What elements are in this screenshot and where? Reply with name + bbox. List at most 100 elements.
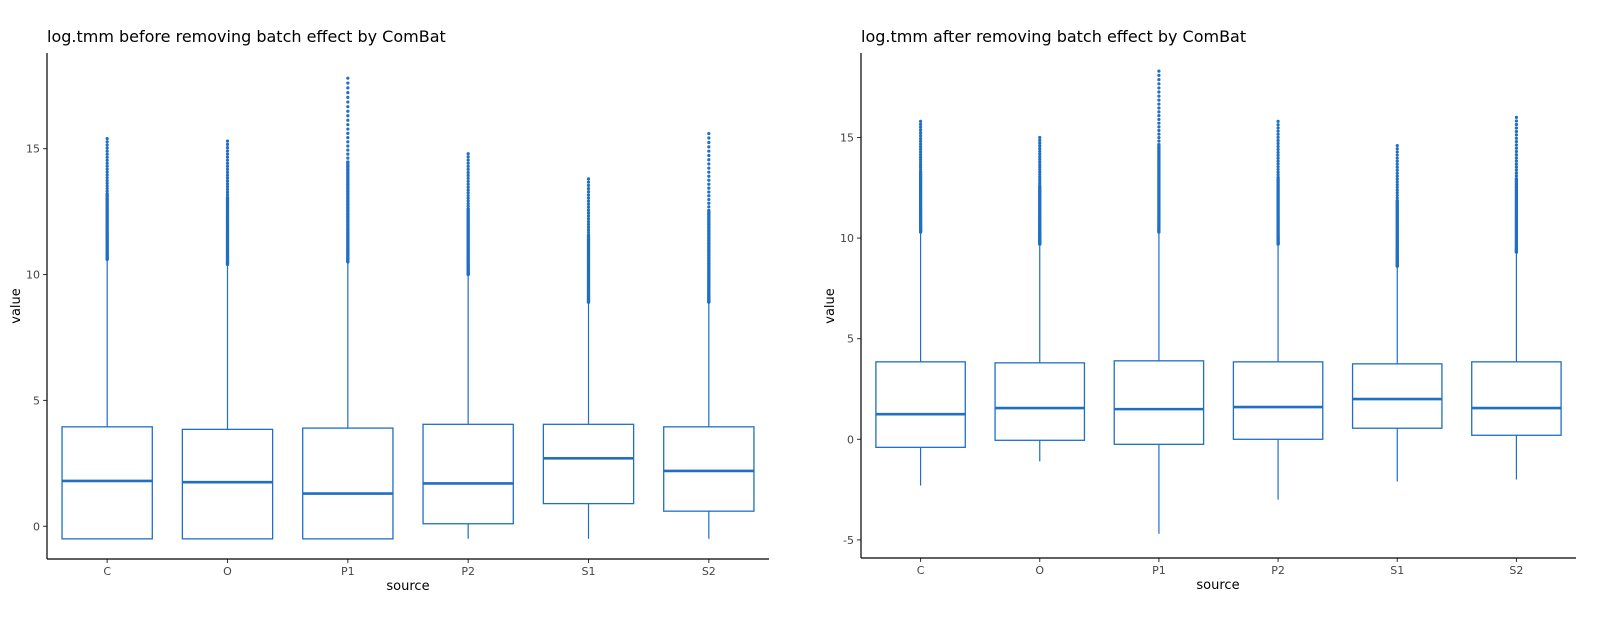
- x-tick-label: S2: [702, 565, 716, 578]
- outlier-point: [105, 136, 109, 141]
- outlier-point: [105, 152, 109, 156]
- outlier-point: [1514, 115, 1519, 119]
- outlier-point: [105, 164, 109, 168]
- outlier-point: [1157, 117, 1161, 122]
- y-tick-label: 10: [26, 269, 40, 282]
- outlier-point: [225, 170, 230, 174]
- outlier-point: [225, 139, 230, 143]
- outlier-point: [105, 189, 109, 193]
- outlier-point: [1157, 78, 1161, 82]
- outlier-point: [707, 186, 711, 190]
- outlier-point: [1395, 168, 1399, 172]
- outlier-point: [707, 162, 711, 166]
- outlier-point: [346, 100, 350, 104]
- outlier-point: [225, 193, 230, 197]
- outlier-point: [1395, 171, 1399, 175]
- outlier-point: [1514, 168, 1519, 172]
- outlier-point: [1276, 173, 1280, 177]
- outlier-point: [1038, 175, 1042, 179]
- outlier-point: [1395, 162, 1399, 166]
- outlier-point: [918, 125, 923, 129]
- outlier-point: [586, 208, 591, 212]
- outlier-point: [346, 152, 350, 156]
- outlier-point: [586, 190, 591, 194]
- outlier-point: [1038, 170, 1042, 174]
- outlier-point: [466, 176, 470, 181]
- outlier-point: [707, 136, 711, 140]
- box-iqr: [61, 426, 153, 540]
- outlier-point: [1157, 128, 1161, 133]
- outlier-point: [918, 160, 923, 164]
- outlier-point: [707, 190, 711, 194]
- outlier-point: [225, 182, 230, 186]
- outlier-point: [225, 155, 230, 159]
- outlier-point: [105, 186, 109, 191]
- outlier-point: [1276, 170, 1280, 174]
- outlier-point: [707, 201, 711, 205]
- outlier-point: [586, 183, 591, 187]
- outlier-point: [1514, 159, 1519, 163]
- x-tick-label: S1: [1390, 564, 1404, 577]
- chart-title: log.tmm before removing batch effect by …: [47, 27, 446, 46]
- outlier-point: [346, 127, 350, 131]
- box-iqr: [302, 427, 394, 540]
- outlier-point: [1276, 138, 1280, 143]
- outlier-point: [346, 109, 350, 113]
- outlier-point: [346, 123, 350, 127]
- outlier-point: [918, 167, 923, 172]
- outlier-point: [1276, 129, 1280, 133]
- y-tick-label: 0: [33, 520, 40, 533]
- outlier-point: [1276, 147, 1280, 152]
- outlier-point: [1395, 147, 1399, 151]
- outlier-point: [466, 182, 470, 186]
- outlier-point: [1395, 177, 1399, 181]
- outlier-point: [105, 176, 109, 180]
- x-axis-ticks: C O P1 P2 S1 S2: [103, 559, 716, 578]
- box-iqr: [1232, 361, 1324, 440]
- outlier-point: [1276, 135, 1280, 139]
- box-C: [875, 119, 966, 486]
- outlier-point: [707, 153, 711, 158]
- outlier-point: [1157, 121, 1161, 125]
- outlier-point: [918, 147, 923, 152]
- outlier-point: [918, 153, 923, 157]
- outlier-point: [1276, 162, 1280, 166]
- x-tick-label: C: [103, 565, 111, 578]
- outlier-point: [586, 228, 591, 232]
- outlier-point: [1276, 126, 1280, 130]
- outlier-point: [1276, 123, 1280, 127]
- outlier-point: [1514, 156, 1519, 160]
- x-axis-title: source: [1196, 578, 1239, 593]
- outlier-point: [346, 76, 350, 80]
- outlier-point: [1395, 156, 1399, 160]
- outlier-point: [466, 179, 470, 183]
- outlier-point: [918, 158, 923, 162]
- box-S2: [663, 131, 755, 539]
- outlier-point: [466, 199, 470, 203]
- outlier-point: [1038, 162, 1042, 167]
- outlier-point: [1038, 182, 1042, 186]
- outlier-point: [918, 145, 923, 149]
- outlier-point: [1038, 155, 1042, 159]
- box-iqr: [542, 423, 635, 505]
- outlier-point: [707, 197, 711, 202]
- outlier-point: [1276, 159, 1280, 163]
- outlier-point: [707, 149, 711, 153]
- outlier-point: [105, 184, 109, 188]
- outlier-point: [466, 196, 470, 200]
- x-tick-label: P1: [341, 565, 355, 578]
- outlier-point: [1395, 174, 1399, 178]
- outlier-point: [1038, 152, 1042, 156]
- box-iqr: [1113, 360, 1205, 445]
- box-O: [994, 135, 1086, 462]
- outlier-point: [225, 187, 230, 191]
- box-P2: [1232, 119, 1324, 500]
- outlier-point: [1514, 149, 1519, 154]
- outlier-point: [346, 95, 350, 99]
- outlier-point: [1514, 171, 1519, 175]
- outlier-point: [707, 205, 711, 209]
- x-axis-title: source: [386, 579, 429, 594]
- y-tick-label: 15: [26, 143, 40, 156]
- outlier-point: [1157, 69, 1161, 73]
- outlier-point: [1514, 136, 1519, 140]
